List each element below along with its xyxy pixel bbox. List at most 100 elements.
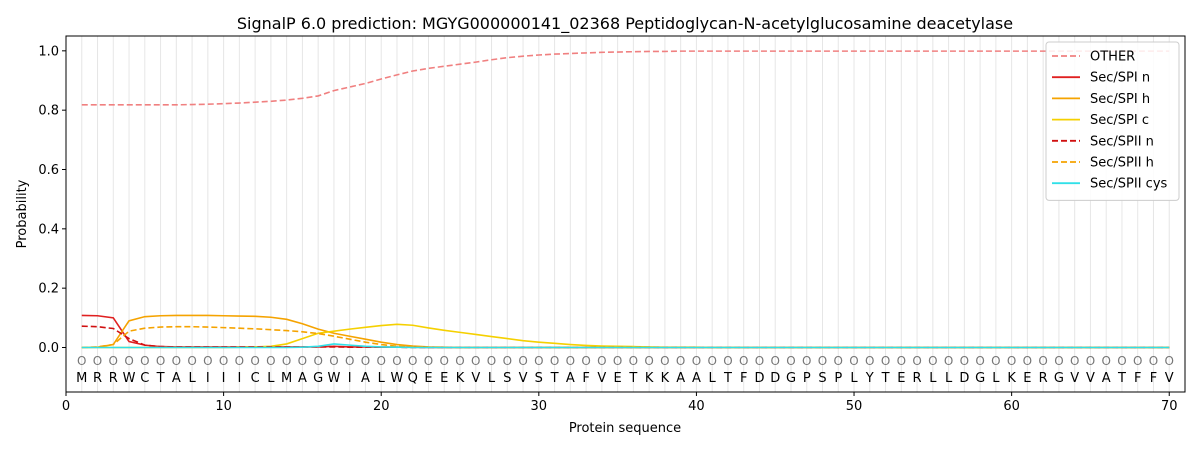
sequence-residue: V (519, 371, 528, 386)
sequence-residue: F (1134, 371, 1141, 386)
x-tick-label: 10 (215, 399, 232, 414)
region-marker: O (1117, 354, 1126, 368)
region-marker: O (991, 354, 1000, 368)
legend: OTHER Sec/SPI n Sec/SPI h Sec/SPI c Sec/SPII… (1045, 41, 1180, 201)
region-marker: O (172, 354, 181, 368)
region-marker: O (392, 354, 401, 368)
sequence-residue: D (770, 371, 780, 386)
sequence-residue: Y (865, 371, 874, 386)
region-marker: O (455, 354, 464, 368)
region-marker: O (1086, 354, 1095, 368)
x-tick-label: 60 (1003, 399, 1020, 414)
sequence-residue: E (614, 371, 622, 386)
sequence-residue: L (488, 371, 496, 386)
sequence-residue: V (597, 371, 606, 386)
region-marker: O (755, 354, 764, 368)
sequence-residue: T (156, 371, 165, 386)
sequence-residue: S (535, 371, 543, 386)
region-marker: O (597, 354, 606, 368)
region-marker: O (550, 354, 559, 368)
sequence-annotations: OMOROROWOCOTOAOLOIOIOIOCOLOMOAOGOWOIOAOL… (76, 354, 1174, 386)
region-marker: O (124, 354, 133, 368)
legend-label: Sec/SPI c (1090, 113, 1149, 128)
series-line-sec-spii-cys (81, 343, 1170, 349)
region-marker: O (440, 354, 449, 368)
region-marker: O (660, 354, 669, 368)
legend-label: OTHER (1090, 50, 1135, 65)
sequence-residue: A (361, 371, 370, 386)
x-tick-label: 20 (373, 399, 390, 414)
sequence-residue: R (913, 371, 922, 386)
y-tick-label: 0.2 (38, 282, 59, 297)
legend-box (1045, 41, 1180, 201)
region-marker: O (739, 354, 748, 368)
sequence-residue: V (1086, 371, 1095, 386)
region-marker: O (849, 354, 858, 368)
sequence-residue: F (1150, 371, 1157, 386)
chart-title: SignalP 6.0 prediction: MGYG000000141_02… (237, 14, 1013, 34)
region-marker: O (1133, 354, 1142, 368)
region-marker: O (487, 354, 496, 368)
region-marker: O (1023, 354, 1032, 368)
x-axis-label: Protein sequence (569, 421, 681, 436)
sequence-residue: E (424, 371, 432, 386)
sequence-residue: A (172, 371, 181, 386)
region-marker: O (250, 354, 259, 368)
region-marker: O (786, 354, 795, 368)
region-marker: O (345, 354, 354, 368)
x-tick-label: 30 (531, 399, 548, 414)
x-tick-label: 70 (1161, 399, 1178, 414)
sequence-residue: T (550, 371, 559, 386)
region-marker: O (723, 354, 732, 368)
sequence-residue: G (1054, 371, 1064, 386)
sequence-residue: A (676, 371, 685, 386)
y-tick-label: 0.4 (38, 222, 59, 237)
region-marker: O (298, 354, 307, 368)
sequence-residue: K (645, 371, 654, 386)
sequence-residue: G (313, 371, 323, 386)
sequence-residue: T (881, 371, 890, 386)
x-tick-label: 50 (846, 399, 863, 414)
region-marker: O (865, 354, 874, 368)
sequence-residue: L (945, 371, 953, 386)
legend-label: Sec/SPII n (1090, 134, 1154, 149)
region-marker: O (566, 354, 575, 368)
sequence-residue: L (188, 371, 196, 386)
region-marker: O (1054, 354, 1063, 368)
x-axis-ticks: 0 10 20 30 40 50 60 70 (62, 392, 1178, 414)
region-marker: O (1038, 354, 1047, 368)
sequence-residue: R (93, 371, 102, 386)
sequence-residue: A (692, 371, 701, 386)
sequence-residue: S (503, 371, 511, 386)
sequence-residue: L (709, 371, 717, 386)
sequence-residue: G (786, 371, 796, 386)
sequence-residue: C (140, 371, 149, 386)
legend-label: Sec/SPII cys (1090, 177, 1168, 192)
x-tick-label: 0 (62, 399, 70, 414)
region-marker: O (1070, 354, 1079, 368)
region-marker: O (818, 354, 827, 368)
sequence-residue: A (298, 371, 307, 386)
sequence-residue: L (850, 371, 858, 386)
region-marker: O (1165, 354, 1174, 368)
sequence-residue: R (109, 371, 118, 386)
sequence-residue: C (251, 371, 260, 386)
sequence-residue: F (740, 371, 747, 386)
sequence-residue: F (582, 371, 589, 386)
region-marker: O (282, 354, 291, 368)
region-marker: O (834, 354, 843, 368)
sequence-residue: D (959, 371, 969, 386)
sequence-residue: K (456, 371, 465, 386)
sequence-residue: L (929, 371, 937, 386)
region-marker: O (928, 354, 937, 368)
sequence-residue: K (661, 371, 670, 386)
region-marker: O (881, 354, 890, 368)
region-marker: O (613, 354, 622, 368)
sequence-residue: S (818, 371, 826, 386)
region-marker: O (424, 354, 433, 368)
sequence-residue: L (992, 371, 1000, 386)
legend-label: Sec/SPII h (1090, 156, 1154, 171)
region-marker: O (93, 354, 102, 368)
region-marker: O (329, 354, 338, 368)
